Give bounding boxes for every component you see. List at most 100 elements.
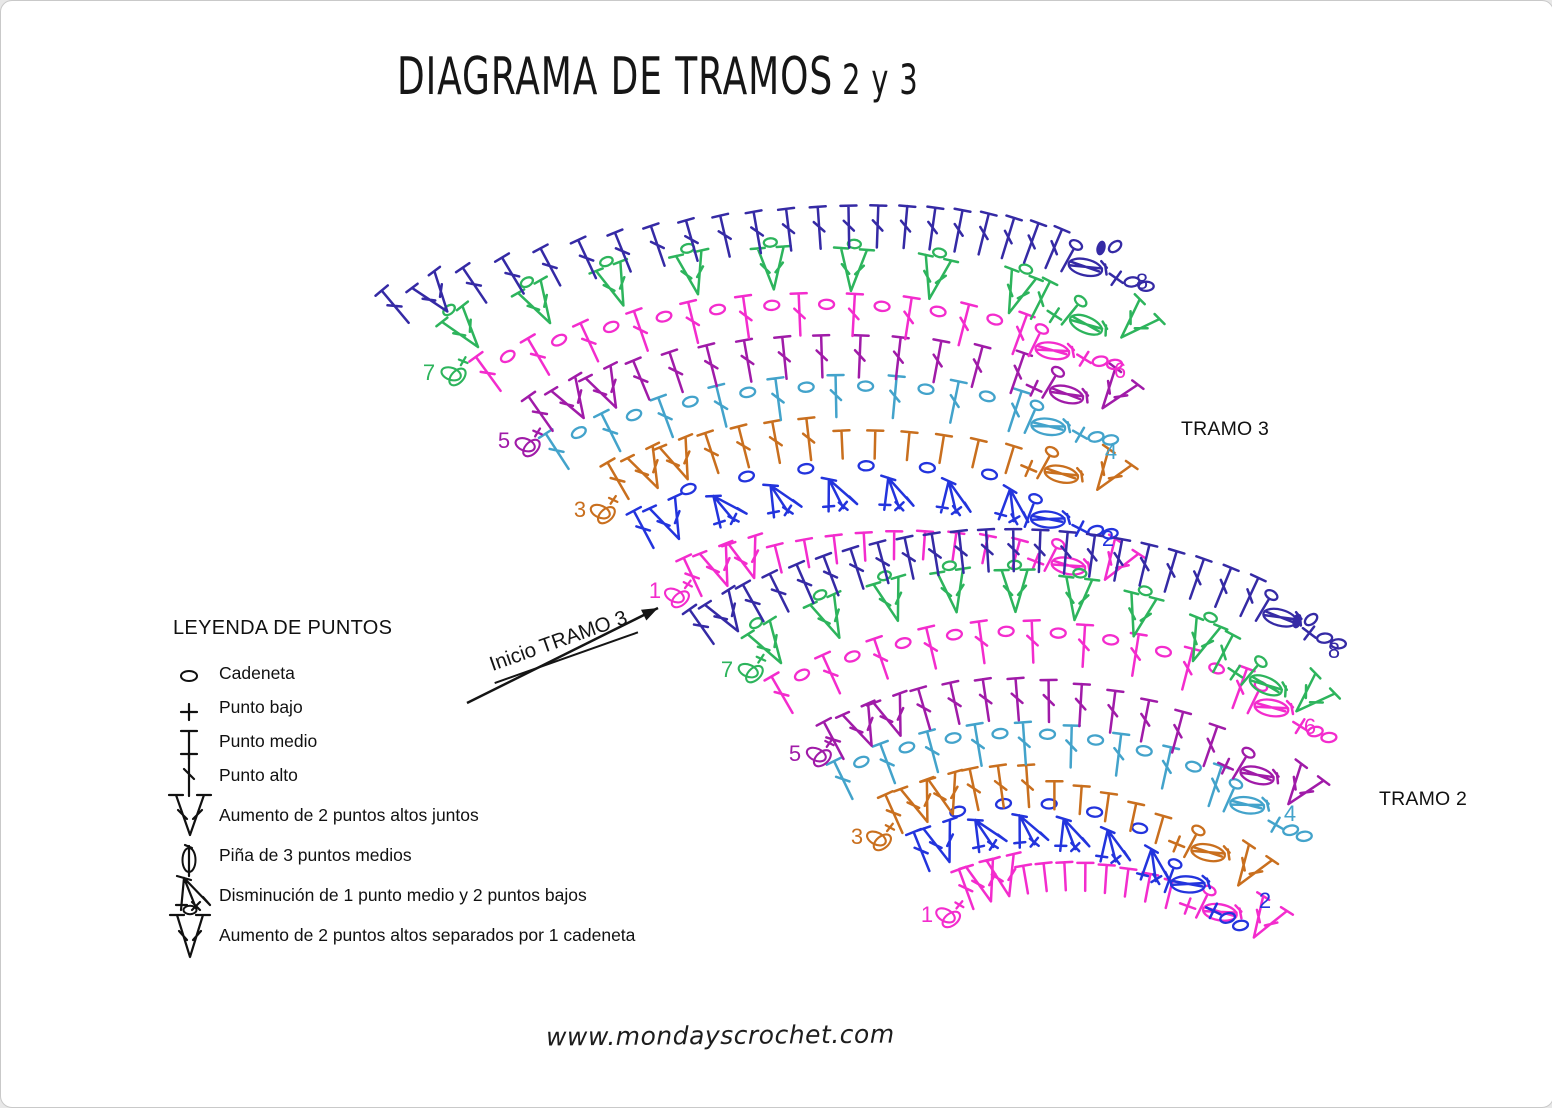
stitch-dc (1138, 541, 1159, 587)
stitch-Vj (641, 492, 683, 541)
stitch-dc (1007, 387, 1031, 433)
stitch-dc (1111, 731, 1131, 777)
stitch-dc (677, 216, 699, 262)
stitch-dc (696, 429, 720, 475)
stitch-dc (926, 205, 945, 251)
svg-text:4: 4 (1284, 801, 1296, 826)
stitch-ch (944, 732, 962, 744)
stitch-Vc (588, 255, 629, 307)
stitch-chE (1316, 632, 1334, 644)
stitch-hdc (1072, 784, 1091, 816)
stitch-puff (1240, 655, 1289, 698)
stitch-dc (787, 559, 815, 605)
stitch-puff (1023, 493, 1072, 529)
website-url: www.mondayscrochet.com (545, 1019, 895, 1052)
legend-item-label: Piña de 3 puntos medios (219, 844, 412, 865)
stitch-Vc (510, 275, 552, 325)
title-main: DIAGRAMA DE TRAMOS (397, 47, 834, 107)
stitch-dc (763, 418, 783, 465)
stitch-ch (1184, 760, 1202, 773)
stitch-dc (675, 553, 703, 598)
inicio-arrow (466, 606, 659, 705)
diagram-row-1: 1 (649, 529, 1146, 609)
stitch-Vc (802, 589, 842, 639)
stitch-dc (887, 374, 906, 420)
diagram-row-7: 7 (721, 559, 1342, 713)
stitch-dc (599, 457, 630, 501)
stitch-dc (1211, 629, 1242, 674)
stitch-dc (957, 301, 979, 347)
stitch-Vj (543, 371, 585, 420)
stitch-hdc (854, 530, 873, 562)
stitch-hdc (934, 432, 954, 465)
stitch-dc (898, 204, 917, 250)
stitch-chH (797, 462, 815, 475)
stitch-dc (909, 685, 932, 731)
stitch-sc (1071, 520, 1088, 538)
stitch-sc (1108, 270, 1125, 287)
stitch-dc (1188, 555, 1213, 600)
stitch-dc (1106, 688, 1125, 734)
stitch-Vj (1096, 443, 1139, 491)
stitch-dc (917, 624, 939, 670)
svg-text:5: 5 (498, 428, 510, 453)
stitch-chE (1282, 824, 1300, 837)
stitch-ch (739, 386, 757, 399)
stitch-dc (808, 205, 827, 250)
stitch-dc (1044, 224, 1071, 270)
stitch-dc (733, 293, 753, 339)
stitch-dc (744, 209, 765, 255)
stitch-dc (519, 333, 551, 376)
stitch-ch (856, 380, 875, 392)
svg-text:4: 4 (1105, 439, 1117, 464)
single-crochet-icon (179, 702, 199, 722)
stitch-ch (570, 425, 587, 440)
legend-item-label: Aumento de 2 puntos altos separados por … (219, 924, 636, 945)
increase-2dc-icon (167, 793, 213, 837)
stitch-ch (793, 668, 811, 682)
stitch-dc (761, 569, 790, 613)
stitch-dc (922, 531, 942, 577)
diagram-row-6: 6 (763, 619, 1338, 744)
stitch-hdc (1099, 791, 1119, 823)
stitch-dc (1207, 762, 1231, 808)
stitch-dc (814, 551, 840, 597)
stitch-dec (966, 818, 1008, 854)
stitch-chH (857, 460, 875, 472)
stitch-hdc (1127, 800, 1146, 833)
legend-item-pina: Piña de 3 puntos medios (169, 838, 669, 878)
diagram-row-8: 8 (681, 527, 1348, 663)
stitch-ch (708, 303, 727, 316)
stitch-dc (949, 378, 968, 424)
stitch-dc (660, 348, 684, 394)
stitch-ch (873, 300, 891, 313)
stitch-Vc (749, 237, 792, 291)
diagram-row-3: 3 (574, 416, 1139, 525)
stitch-dc (1160, 744, 1181, 790)
stitch-Vj (1295, 667, 1342, 713)
tramo-3-label: TRAMO 3 (1181, 418, 1270, 440)
stitch-Vj (865, 689, 908, 737)
stitch-dc (1000, 214, 1024, 260)
stitch-Vc (832, 238, 876, 293)
svg-text:8: 8 (1136, 269, 1148, 294)
stitch-dc (624, 356, 651, 401)
svg-text:7: 7 (721, 657, 733, 682)
stitch-dec (935, 476, 972, 517)
stitch-ch (1102, 634, 1120, 646)
stitch-dec (994, 484, 1030, 526)
stitch-hdc (765, 542, 784, 574)
diagram-row-3: 3 (851, 763, 1280, 887)
stitch-dc (902, 295, 921, 341)
legend-item-aumento-cadeneta: Aumento de 2 puntos altos separados por … (168, 904, 669, 959)
diagram-row-4: 4 (825, 720, 1313, 843)
stitch-chE (1101, 434, 1120, 446)
legend-item-label: Cadeneta (219, 662, 295, 683)
stitch-sc (1020, 459, 1038, 478)
svg-text:6: 6 (1114, 358, 1126, 383)
stitch-hdc (1004, 442, 1023, 475)
stitch-dc (904, 827, 931, 873)
stitch-Vc (917, 247, 960, 301)
stitch-dc (841, 544, 865, 590)
stitch-ch (1154, 645, 1173, 658)
